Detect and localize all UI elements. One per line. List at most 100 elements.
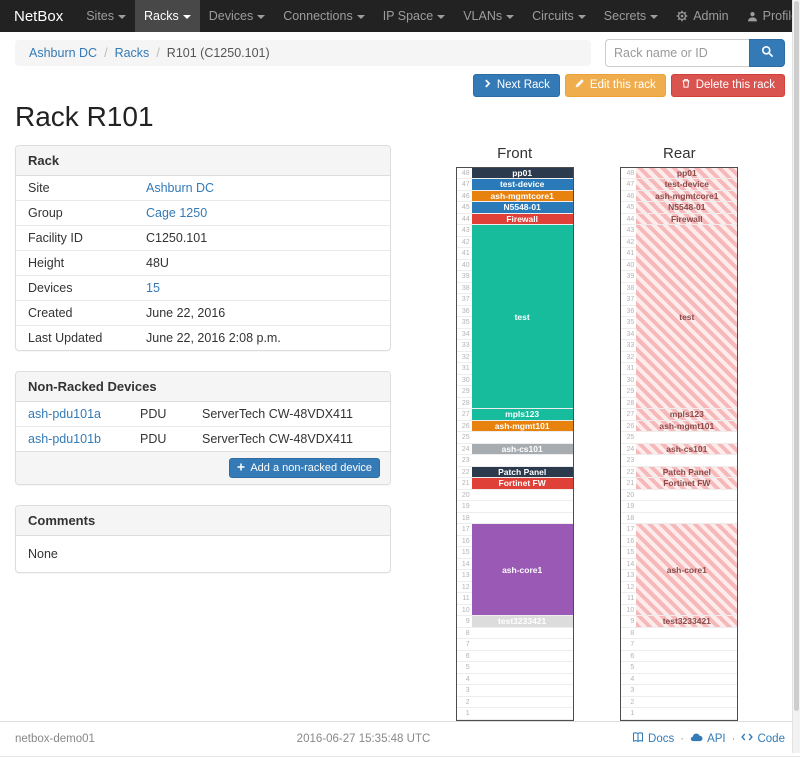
unit-number: 29 (626, 388, 635, 396)
rack-unit: 9 (621, 616, 738, 628)
unit-number: 25 (461, 434, 470, 442)
rack-device-front-ash-cs101[interactable]: ash-cs101 (471, 443, 573, 455)
attribute-value-link[interactable]: Cage 1250 (146, 205, 208, 220)
rack-device-rear-mpls123[interactable]: mpls123 (636, 409, 738, 420)
breadcrumb-item-racks[interactable]: Racks (114, 46, 150, 60)
unit-number: 12 (461, 583, 470, 591)
rack-device-rear-test-device[interactable]: test-device (636, 179, 738, 190)
unit-number: 30 (461, 376, 470, 384)
breadcrumb-separator: / (156, 46, 160, 60)
edit-rack-button[interactable]: Edit this rack (564, 74, 666, 97)
rack-device-rear-test[interactable]: test (636, 225, 738, 409)
scrollbar[interactable] (792, 0, 800, 753)
attribute-value-link[interactable]: Ashburn DC (146, 180, 215, 195)
nav-item-label: Admin (693, 9, 729, 23)
rack-device-front-test-device[interactable]: test-device (471, 179, 573, 190)
unit-number: 10 (461, 606, 470, 614)
unit-number: 30 (626, 376, 635, 384)
nav-item-racks[interactable]: Racks (135, 0, 200, 32)
code-link[interactable]: Code (741, 731, 785, 746)
nav-item-secrets[interactable]: Secrets (595, 0, 667, 32)
chevron-down-icon (650, 14, 659, 19)
unit-number: 14 (461, 560, 470, 568)
rack-device-rear-pp01[interactable]: pp01 (636, 167, 738, 179)
rack-device-front-patch-panel[interactable]: Patch Panel (471, 466, 573, 478)
rack-device-rear-ash-cs101[interactable]: ash-cs101 (636, 443, 738, 455)
app-brand[interactable]: NetBox (14, 7, 64, 25)
rack-device-front-pp01[interactable]: pp01 (471, 167, 573, 179)
unit-number: 31 (626, 365, 635, 373)
unit-number: 41 (461, 250, 470, 258)
rack-unit: 4 (621, 674, 738, 686)
footer-timestamp: 2016-06-27 15:35:48 UTC (296, 732, 431, 745)
nav-item-vlans[interactable]: VLANs (454, 0, 523, 32)
nonracked-panel-title: Non-Racked Devices (16, 371, 390, 402)
unit-number: 39 (461, 273, 470, 281)
top-navbar: NetBox Sites Racks Devices Connections IP Sp… (0, 0, 800, 32)
search-input[interactable] (605, 39, 749, 67)
rack-device-front-ash-mgmtcore1[interactable]: ash-mgmtcore1 (471, 190, 573, 202)
device-link[interactable]: ash-pdu101b (28, 431, 101, 446)
nav-item-devices[interactable]: Devices (200, 0, 274, 32)
unit-number: 8 (630, 629, 635, 637)
search-button[interactable] (749, 39, 785, 67)
nav-item-circuits[interactable]: Circuits (523, 0, 595, 32)
nav-item-ip-space[interactable]: IP Space (374, 0, 455, 32)
rack-attributes-table: Site Ashburn DC Group Cage 1250 Facility ID C… (16, 176, 390, 350)
rack-device-front-test[interactable]: test (471, 225, 573, 409)
nav-item-sites[interactable]: Sites (77, 0, 135, 32)
breadcrumb-separator: / (104, 46, 108, 60)
unit-number: 35 (626, 319, 635, 327)
rack-elevations: Front 48 47 46 45 44 43 42 41 40 39 38 37 36 35 34 33 32… (409, 145, 785, 721)
rack-unit: 47 (621, 179, 738, 191)
delete-rack-button[interactable]: Delete this rack (670, 74, 785, 97)
next-rack-button[interactable]: Next Rack (472, 74, 560, 97)
rack-device-rear-ash-mgmtcore1[interactable]: ash-mgmtcore1 (636, 190, 738, 202)
rack-device-rear-n5548-01[interactable]: N5548-01 (636, 202, 738, 213)
rack-device-front-fortinet-fw[interactable]: Fortinet FW (471, 478, 573, 489)
unit-number: 19 (626, 503, 635, 511)
nav-item-connections[interactable]: Connections (274, 0, 374, 32)
unit-number: 4 (630, 675, 635, 683)
nav-item-label: Circuits (532, 9, 574, 23)
nonracked-devices-panel: Non-Racked Devices ash-pdu101a PDU ServerT… (15, 370, 391, 486)
attribute-value: 48U (134, 249, 390, 276)
docs-link-label: Docs (648, 732, 675, 745)
next-rack-label: Next Rack (496, 79, 550, 91)
api-link[interactable]: API (690, 731, 726, 747)
rack-unit: 19 (621, 501, 738, 513)
chevron-down-icon (506, 14, 515, 19)
unit-number: 37 (626, 296, 635, 304)
rack-device-rear-fortinet-fw[interactable]: Fortinet FW (636, 478, 738, 489)
rack-unit: 5 (456, 662, 573, 674)
rack-device-rear-firewall[interactable]: Firewall (636, 213, 738, 225)
nonracked-panel-footer: Add a non-racked device (16, 450, 390, 485)
rack-device-front-mpls123[interactable]: mpls123 (471, 409, 573, 420)
rack-device-front-ash-core1[interactable]: ash-core1 (471, 524, 573, 616)
rack-device-front-firewall[interactable]: Firewall (471, 213, 573, 225)
rear-rack-elevation: 48 47 46 45 44 43 42 41 40 39 38 37 36 35 34 33 32 31 30 29… (620, 166, 739, 721)
rack-device-front-test3233421[interactable]: test3233421 (471, 616, 573, 627)
rack-unit: 3 (456, 685, 573, 697)
device-link[interactable]: ash-pdu101a (28, 406, 101, 421)
nav-item-admin[interactable]: Admin (667, 0, 737, 32)
rack-device-rear-ash-core1[interactable]: ash-core1 (636, 524, 738, 616)
attribute-value: Cage 1250 (134, 199, 390, 226)
footer-links: Docs · API · Code (632, 731, 785, 747)
rack-panel: Rack Site Ashburn DC Group Cage 1250 Facilit… (15, 144, 391, 351)
attribute-row-facility-id: Facility ID C1250.101 (16, 224, 390, 251)
nav-item-profile[interactable]: Profile (738, 0, 800, 32)
docs-link[interactable]: Docs (632, 731, 674, 746)
attribute-value-link[interactable]: 15 (146, 280, 160, 295)
rack-device-rear-test3233421[interactable]: test3233421 (636, 616, 738, 627)
rack-device-rear-patch-panel[interactable]: Patch Panel (636, 466, 738, 478)
rack-device-front-ash-mgmt101[interactable]: ash-mgmt101 (471, 420, 573, 432)
scrollbar-thumb[interactable] (794, 1, 799, 711)
attribute-value: C1250.101 (134, 224, 390, 251)
unit-number: 33 (626, 342, 635, 350)
add-nonracked-device-button[interactable]: Add a non-racked device (229, 457, 380, 479)
rack-device-rear-ash-mgmt101[interactable]: ash-mgmt101 (636, 420, 738, 432)
rack-device-front-n5548-01[interactable]: N5548-01 (471, 202, 573, 213)
breadcrumb-item-ashburn-dc[interactable]: Ashburn DC (29, 46, 98, 60)
rack-unit: 10 (456, 605, 573, 617)
